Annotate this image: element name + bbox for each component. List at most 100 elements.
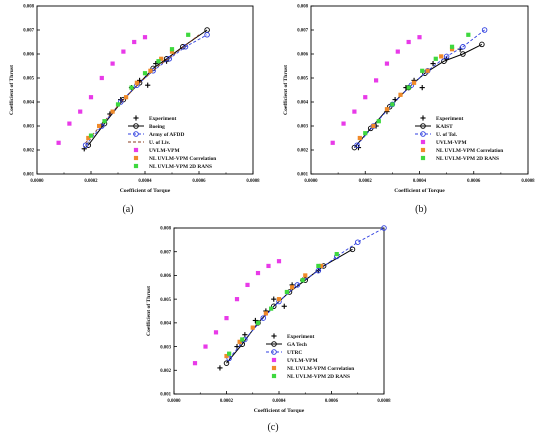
y-tick-label: 0.004 <box>297 101 308 106</box>
data-point-s4-7 <box>132 39 137 45</box>
data-point-s4-0 <box>357 135 362 141</box>
data-point-s5-0 <box>86 135 91 141</box>
legend-marker <box>271 333 277 339</box>
chart-panel-a: 0.0000 0.0002 0.0004 0.0006 0.0008 0.001 0.002… <box>9 5 260 215</box>
data-point-s5-5 <box>433 56 438 61</box>
figure-caption: (c) <box>267 422 278 433</box>
data-point-s5-2 <box>255 320 261 325</box>
data-point-s3-8 <box>276 259 282 264</box>
data-point-s2-2 <box>389 101 396 108</box>
data-point-s4-1 <box>371 123 376 129</box>
data-point-s3-0 <box>192 361 198 366</box>
data-point-s4-6 <box>439 54 444 59</box>
data-point-s2-7 <box>481 27 488 33</box>
legend-marker <box>420 123 426 129</box>
x-tick-label: 0.0002 <box>220 399 234 404</box>
chart-panel-c: 0.0000 0.0002 0.0004 0.0006 0.0008 0.001 0.002… <box>146 225 391 433</box>
x-axis-title: Coefficient of Torque <box>254 408 305 414</box>
legend-entry: Army of AFDD <box>128 131 184 138</box>
data-point-s2-0 <box>82 142 89 148</box>
legend-label: KAIST <box>436 124 453 130</box>
legend-label: Boeing <box>149 124 165 130</box>
data-point-s5-2 <box>390 102 395 107</box>
data-point-s1-6 <box>460 51 466 57</box>
data-point-s4-6 <box>121 49 126 54</box>
legend-entry: NL UVLM-VPM 2D RANS <box>420 155 499 162</box>
data-point-s1-0 <box>223 360 230 366</box>
data-point-s4-1 <box>67 121 72 126</box>
plot-area-frame <box>36 5 254 175</box>
data-point-s6-5 <box>156 59 161 64</box>
y-tick-label: 0.001 <box>23 173 34 178</box>
legend-label: UVLM-VPM <box>436 140 467 146</box>
x-axis-title: Coefficient of Torque <box>394 188 445 194</box>
legend-marker <box>271 373 277 379</box>
data-point-s2-2 <box>260 315 267 321</box>
chart-legend: Experiment GA Tech UTRC UVLM-VPM NL UVLM-VPM… <box>266 333 354 380</box>
data-point-s3-5 <box>384 61 390 66</box>
legend-label: U. of Liv. <box>149 140 171 146</box>
data-point-s5-6 <box>159 56 164 61</box>
legend-label: NL UVLM-VPM Correlation <box>149 156 216 162</box>
data-point-s0-7 <box>153 61 159 67</box>
legend-entry: UVLM-VPM <box>271 357 318 364</box>
data-point-s1-7 <box>479 41 485 48</box>
y-axis-title: Coefficient of Thrust <box>283 65 289 115</box>
legend-entry: U. of Tol. <box>415 131 458 138</box>
legend-label: NL UVLM-VPM 2D RANS <box>287 374 350 380</box>
x-tick-label: 0.0004 <box>413 179 427 184</box>
plot-area-frame <box>310 5 529 175</box>
legend-entry: UTRC <box>266 349 302 356</box>
data-point-s5-6 <box>316 263 321 269</box>
data-point-s5-1 <box>376 119 381 124</box>
y-tick-label: 0.004 <box>23 101 34 106</box>
legend-marker <box>271 365 277 371</box>
data-point-s5-3 <box>124 95 129 100</box>
data-point-s3-1 <box>203 344 208 349</box>
data-point-s2-0 <box>226 355 232 362</box>
data-point-s4-4 <box>411 80 417 85</box>
y-tick-label: 0.002 <box>297 149 308 154</box>
data-point-s4-4 <box>99 75 104 81</box>
legend-entry: NL UVLM-VPM 2D RANS <box>271 373 350 380</box>
legend-label: NL UVLM-VPM 2D RANS <box>436 156 499 162</box>
data-point-s2-5 <box>443 53 450 60</box>
series-line-1 <box>87 29 208 146</box>
data-point-s1-7 <box>349 246 356 253</box>
x-tick-label: 0.0006 <box>325 399 339 404</box>
data-point-s3-6 <box>255 270 261 276</box>
data-point-s3-0 <box>330 140 335 145</box>
series-line-2 <box>228 227 385 359</box>
legend-label: Army of AFDD <box>149 132 184 138</box>
x-tick-label: 0.0006 <box>467 179 481 184</box>
data-point-s3-2 <box>352 109 357 114</box>
data-point-s2-5 <box>315 267 322 274</box>
legend-entry: KAIST <box>415 123 453 130</box>
data-point-s4-5 <box>425 68 430 73</box>
legend-entry: NL UVLM-VPM Correlation <box>133 155 216 162</box>
y-tick-label: 0.001 <box>297 173 308 178</box>
y-axis-title: Coefficient of Thrust <box>9 65 15 115</box>
data-point-s4-3 <box>398 92 403 97</box>
y-tick-label: 0.008 <box>297 5 308 10</box>
y-tick-label: 0.001 <box>160 393 171 398</box>
legend-entry: U. of Liv. <box>128 140 171 146</box>
legend-label: Experiment <box>149 116 176 122</box>
legend-label: UVLM-VPM <box>149 148 180 154</box>
data-point-s6-4 <box>142 71 148 76</box>
legend-marker <box>271 341 277 347</box>
data-point-s4-7 <box>449 47 455 52</box>
x-tick-label: 0.0000 <box>167 399 181 404</box>
data-point-s5-3 <box>269 306 274 311</box>
data-point-s3-4 <box>234 297 240 302</box>
legend-marker <box>420 115 426 121</box>
data-point-s2-4 <box>424 68 431 74</box>
y-tick-label: 0.004 <box>160 322 171 327</box>
legend-marker <box>420 139 426 145</box>
data-point-s6-2 <box>115 102 121 107</box>
series-line-3 <box>85 34 200 144</box>
data-point-s6-0 <box>88 133 94 138</box>
figure-caption: (b) <box>415 204 427 215</box>
legend-entry: Experiment <box>271 333 314 340</box>
chart-legend: Experiment KAIST U. of Tol. UVLM-VPM NL UVLM… <box>415 115 503 162</box>
